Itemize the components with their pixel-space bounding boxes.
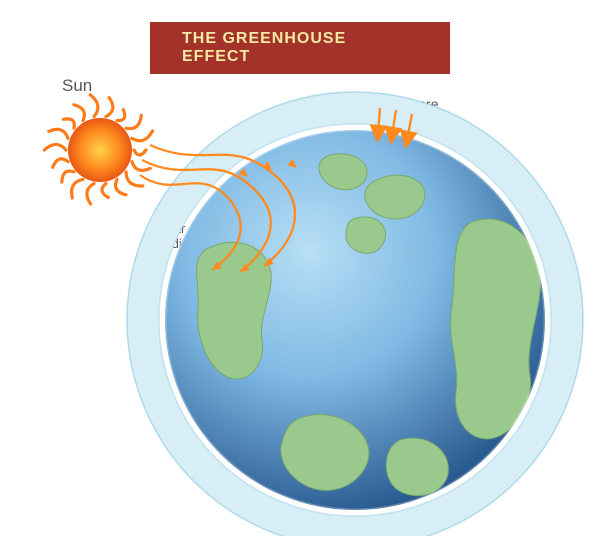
sun-icon xyxy=(44,95,152,204)
diagram-scene xyxy=(0,0,600,536)
earth-globe xyxy=(165,130,545,510)
